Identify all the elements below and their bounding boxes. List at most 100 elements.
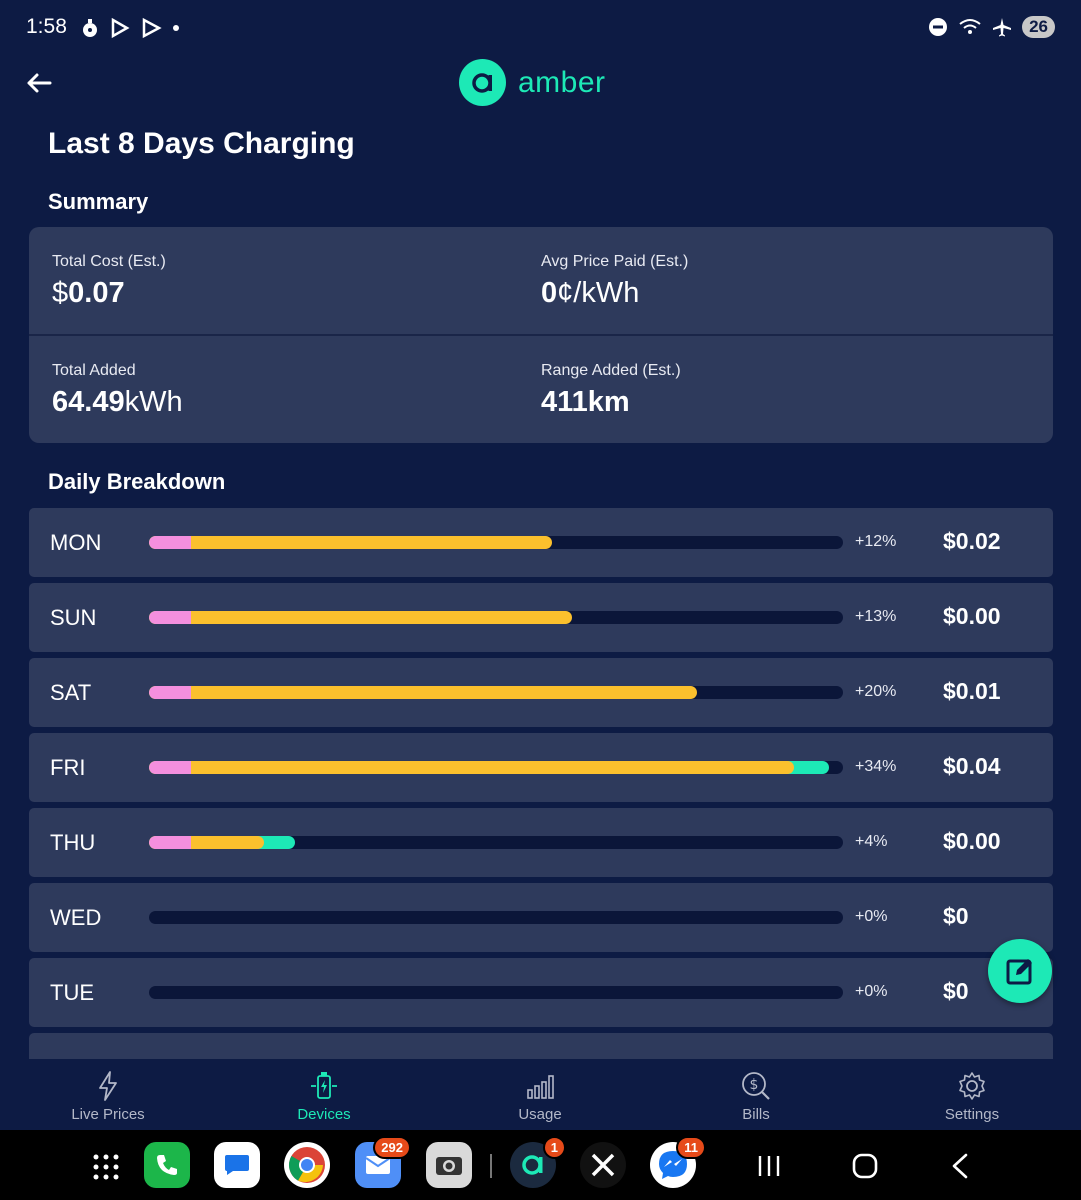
total-cost-value: 0.07 xyxy=(68,277,125,309)
play-store-icon xyxy=(111,17,130,39)
amber-logo-icon xyxy=(459,59,506,106)
nav-devices[interactable]: Devices xyxy=(254,1070,394,1123)
summary-divider xyxy=(29,334,1053,336)
email-app-icon[interactable]: 292 xyxy=(355,1136,411,1188)
daily-breakdown-title: Daily Breakdown xyxy=(48,469,226,494)
status-time: 1:58 xyxy=(26,15,67,38)
camera-app-icon[interactable] xyxy=(426,1142,472,1188)
day-percent: +0% xyxy=(855,908,888,925)
day-cost-prefix: $ xyxy=(943,528,956,554)
range-added-value: 411km xyxy=(541,386,630,418)
nav-settings[interactable]: Settings xyxy=(902,1070,1042,1123)
recent-apps-icon[interactable] xyxy=(756,1153,782,1179)
messenger-badge: 11 xyxy=(676,1136,706,1159)
avg-price-label: Avg Price Paid (Est.) xyxy=(541,253,689,270)
status-bar: 1:58 26 xyxy=(0,0,1081,58)
bar-pink-segment xyxy=(149,686,191,699)
day-percent: +20% xyxy=(855,683,897,700)
day-label: THU xyxy=(50,830,96,855)
day-cost: 0.04 xyxy=(955,753,1001,779)
total-added-label: Total Added xyxy=(52,362,136,379)
day-row[interactable]: FRI +34% $0.04 xyxy=(29,733,1053,802)
x-app-icon[interactable] xyxy=(580,1142,626,1188)
battery-indicator: 26 xyxy=(1022,16,1055,38)
app-drawer-icon[interactable] xyxy=(92,1153,120,1181)
timer-icon xyxy=(83,19,97,37)
charge-bar xyxy=(149,986,843,999)
charge-bar xyxy=(149,686,843,699)
nav-label: Live Prices xyxy=(71,1106,145,1123)
chrome-app-icon[interactable] xyxy=(284,1142,330,1188)
day-label: FRI xyxy=(50,755,86,780)
day-cost-prefix: $ xyxy=(943,903,956,929)
day-row-partial[interactable] xyxy=(29,1033,1053,1059)
bar-pink-segment xyxy=(149,836,191,849)
total-cost-label: Total Cost (Est.) xyxy=(52,253,166,270)
bar-pink-segment xyxy=(149,761,191,774)
bar-pink-segment xyxy=(149,611,191,624)
day-cost: 0 xyxy=(955,978,969,1004)
day-percent: +0% xyxy=(855,983,888,1000)
airplane-icon xyxy=(993,18,1012,37)
amber-logo-text: amber xyxy=(518,65,606,99)
day-cost: 0.00 xyxy=(955,603,1001,629)
total-cost-stat: Total Cost (Est.) $0.07 xyxy=(52,253,166,310)
dot-icon xyxy=(173,25,179,31)
nav-label: Settings xyxy=(944,1106,1000,1123)
bar-yellow-segment xyxy=(149,761,795,774)
dollar-search-icon: $ xyxy=(742,1072,770,1100)
day-row[interactable]: MON +12% $0.02 xyxy=(29,508,1053,577)
total-added-value: 64.49 xyxy=(52,386,125,418)
day-row[interactable]: SUN +13% $0.00 xyxy=(29,583,1053,652)
total-added-unit: kWh xyxy=(124,386,183,418)
day-percent: +4% xyxy=(855,833,888,850)
bar-yellow-segment xyxy=(149,686,698,699)
system-navigation-bar: 292 1 11 xyxy=(0,1130,1081,1200)
day-cost-prefix: $ xyxy=(943,603,956,629)
edit-fab-button[interactable] xyxy=(988,939,1052,1003)
day-cost: 0.00 xyxy=(955,828,1001,854)
summary-card: Total Cost (Est.) $0.07 Avg Price Paid (… xyxy=(29,227,1053,443)
phone-app-icon[interactable] xyxy=(144,1142,190,1188)
messenger-app-icon[interactable]: 11 xyxy=(650,1136,706,1188)
home-icon[interactable] xyxy=(851,1152,879,1180)
nav-usage[interactable]: Usage xyxy=(470,1070,610,1123)
day-label: MON xyxy=(50,530,102,555)
ev-charger-icon xyxy=(311,1072,337,1099)
avg-price-unit: ¢/kWh xyxy=(557,277,640,309)
day-cost-prefix: $ xyxy=(943,828,956,854)
nav-bills[interactable]: $ Bills xyxy=(686,1070,826,1123)
day-percent: +12% xyxy=(855,533,897,550)
do-not-disturb-icon xyxy=(929,18,948,36)
total-cost-prefix: $ xyxy=(52,277,69,309)
day-label: SUN xyxy=(50,605,97,630)
nav-label: Devices xyxy=(297,1106,351,1123)
day-row[interactable]: SAT +20% $0.01 xyxy=(29,658,1053,727)
wifi-off-icon xyxy=(959,19,981,34)
back-arrow-icon[interactable] xyxy=(24,68,54,98)
day-row[interactable]: TUE +0% $0 xyxy=(29,958,1053,1027)
nav-label: Usage xyxy=(518,1106,562,1123)
svg-text:$: $ xyxy=(750,1077,759,1093)
day-row[interactable]: THU +4% $0.00 xyxy=(29,808,1053,877)
bar-pink-segment xyxy=(149,536,191,549)
day-row[interactable]: WED +0% $0 xyxy=(29,883,1053,952)
amber-logo: amber xyxy=(459,59,606,106)
day-label: WED xyxy=(50,905,102,930)
total-added-stat: Total Added 64.49kWh xyxy=(52,362,183,419)
day-label: SAT xyxy=(50,680,92,705)
day-label: TUE xyxy=(50,980,94,1005)
messages-app-icon[interactable] xyxy=(214,1142,260,1188)
charge-bar xyxy=(149,761,843,774)
day-cost-prefix: $ xyxy=(943,678,956,704)
avg-price-stat: Avg Price Paid (Est.) 0¢/kWh xyxy=(541,253,688,310)
day-cost: 0.02 xyxy=(955,528,1001,554)
nav-live-prices[interactable]: Live Prices xyxy=(38,1070,178,1123)
taskbar-divider xyxy=(490,1154,492,1178)
day-percent: +13% xyxy=(855,608,897,625)
bar-yellow-segment xyxy=(149,611,573,624)
amber-app-icon[interactable]: 1 xyxy=(510,1136,566,1188)
range-added-stat: Range Added (Est.) 411km xyxy=(541,362,681,419)
back-nav-icon[interactable] xyxy=(948,1152,972,1180)
lightning-icon xyxy=(99,1071,117,1101)
